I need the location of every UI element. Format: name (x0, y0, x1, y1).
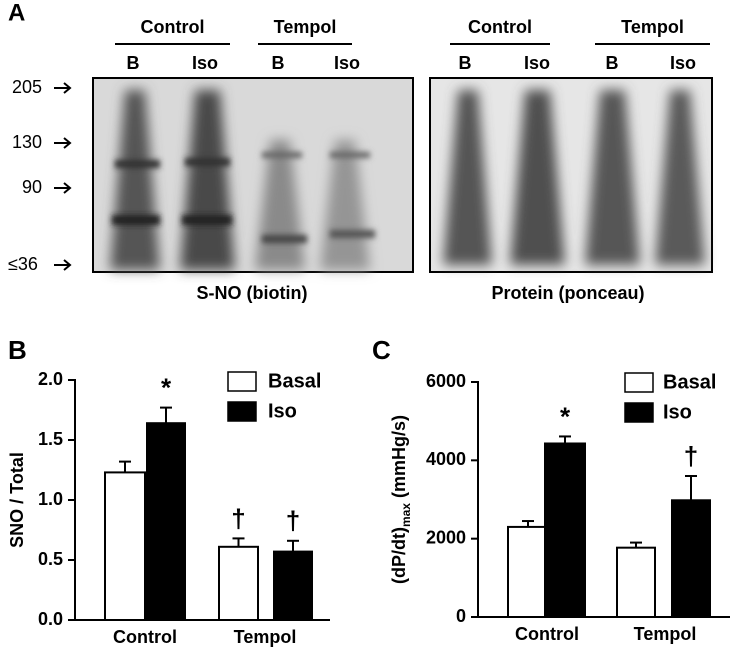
x-tick-label: Tempol (634, 624, 697, 644)
legend-swatch (227, 401, 257, 422)
lane-label: Iso (524, 53, 550, 73)
blot-caption: Protein (ponceau) (491, 283, 644, 303)
significance-mark: † (286, 506, 300, 536)
marker-arrows (54, 82, 72, 271)
y-tick-label: 0.5 (38, 549, 63, 569)
panel-label: C (372, 335, 391, 365)
bar (273, 550, 313, 621)
blot-image (429, 77, 713, 273)
mw-marker: 130 (12, 132, 42, 152)
y-tick-label: 4000 (426, 449, 466, 469)
y-tick-label: 1.0 (38, 489, 63, 509)
group-label: Tempol (621, 17, 684, 37)
group-label: Tempol (274, 17, 337, 37)
lane-label: B (459, 53, 472, 73)
group-label: Control (468, 17, 532, 37)
lane-label: B (272, 53, 285, 73)
bar (616, 546, 656, 618)
bar (507, 525, 549, 619)
y-axis-label-text: (dP/dt) (389, 527, 409, 584)
y-tick-label: 0.0 (38, 609, 63, 629)
x-tick-label: Control (515, 624, 579, 644)
significance-mark: † (684, 441, 698, 471)
lane-label: Iso (334, 53, 360, 73)
legend-label: Basal (663, 371, 716, 393)
x-tick-label: Control (113, 627, 177, 647)
panel-label: B (8, 335, 27, 365)
legend-label: Iso (663, 401, 692, 423)
blot-caption: S-NO (biotin) (197, 283, 308, 303)
significance-mark: * (560, 401, 571, 431)
bar (671, 499, 711, 618)
significance-mark: * (161, 372, 172, 402)
significance-mark: † (231, 503, 245, 533)
blot-image (92, 77, 414, 273)
lane-label: B (127, 53, 140, 73)
legend-label: Basal (268, 370, 321, 392)
y-tick-label: 6000 (426, 371, 466, 391)
y-axis-label-sub: max (399, 503, 413, 527)
bar (146, 422, 186, 622)
y-axis-label: SNO / Total (7, 452, 27, 548)
mw-marker: ≤36 (8, 254, 38, 274)
bar (218, 545, 259, 621)
x-tick-label: Tempol (234, 627, 297, 647)
lane-label: Iso (670, 53, 696, 73)
y-axis-label-suffix: (mmHg/s) (389, 415, 409, 503)
legend-label: Iso (268, 400, 297, 422)
legend-swatch (624, 372, 654, 393)
y-axis-label-text: SNO / Total (7, 452, 27, 548)
legend-swatch (624, 402, 654, 423)
mw-marker: 90 (22, 177, 42, 197)
y-tick-label: 2000 (426, 527, 466, 547)
lane-label: Iso (192, 53, 218, 73)
y-tick-label: 0 (456, 606, 466, 626)
y-tick-label: 1.5 (38, 429, 63, 449)
lane-label: B (606, 53, 619, 73)
y-tick-label: 2.0 (38, 369, 63, 389)
bar (104, 471, 146, 621)
mw-marker: 205 (12, 77, 42, 97)
panel-label: A (8, 0, 25, 26)
group-label: Control (141, 17, 205, 37)
y-axis-label: (dP/dt)max (mmHg/s) (389, 415, 413, 584)
legend-swatch (227, 371, 257, 392)
bar (544, 442, 586, 618)
